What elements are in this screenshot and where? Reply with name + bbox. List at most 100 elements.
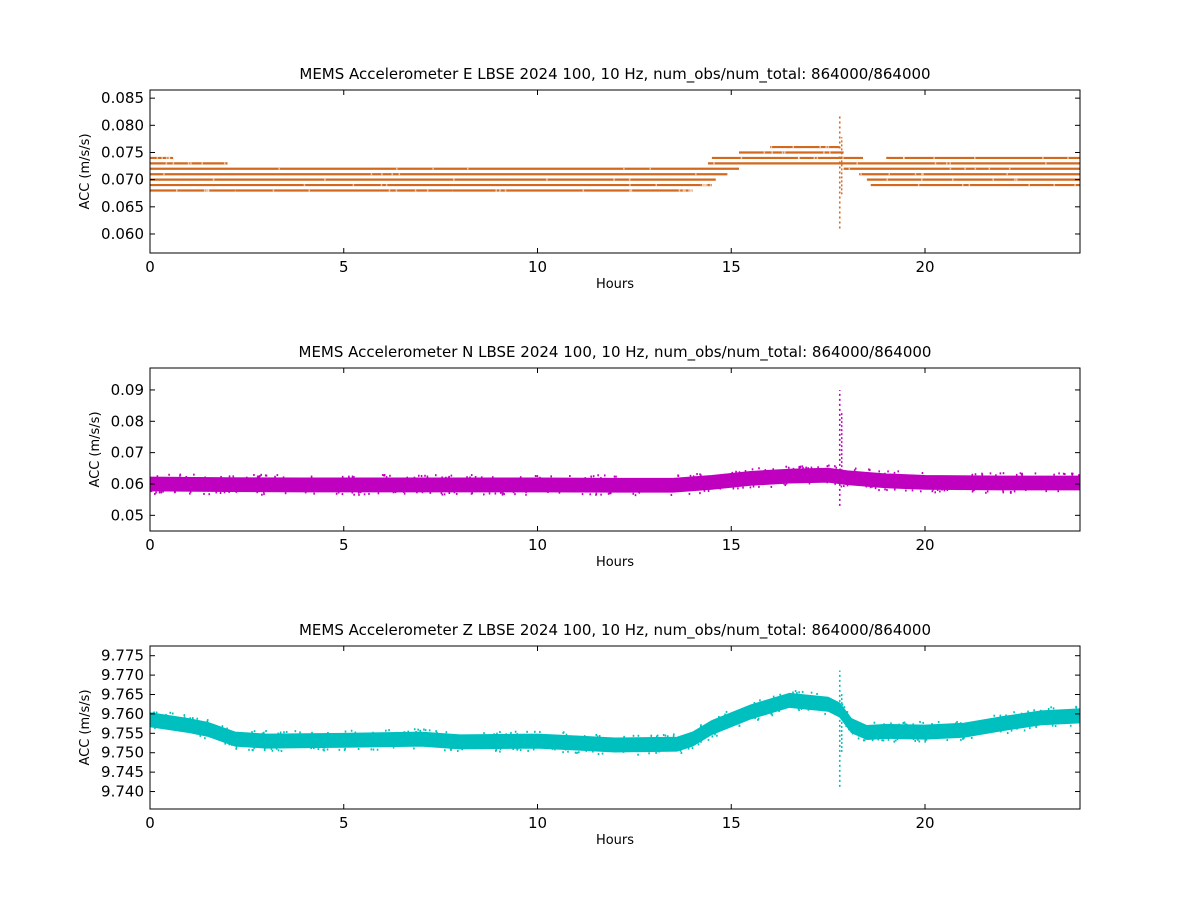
data-point-n-64 [943, 489, 946, 492]
data-point-z-239 [564, 748, 567, 751]
gap-e-1-0-2 [655, 184, 658, 187]
data-point-z-230 [816, 692, 818, 695]
data-point-z-96 [894, 739, 897, 742]
data-point-n-179 [256, 476, 259, 479]
gap-e-0-3-5 [682, 189, 685, 192]
gap-e-6-2-1 [1067, 156, 1069, 159]
data-point-n-71 [581, 493, 584, 496]
data-point-z-191 [413, 747, 415, 750]
data-point-n-93 [1021, 474, 1024, 477]
gap-e-2-1-1 [886, 178, 889, 181]
data-point-z-146 [322, 748, 325, 751]
data-point-z-3 [403, 731, 406, 734]
data-point-n-113 [502, 492, 504, 495]
data-point-n-229 [335, 492, 338, 495]
data-point-z-235 [759, 699, 761, 702]
gap-e-7-0-0 [771, 151, 773, 154]
y-tick-label-e-3: 0.075 [101, 143, 144, 161]
data-point-z-0 [1052, 707, 1055, 710]
data-point-z-167 [428, 729, 431, 732]
data-point-n-140 [884, 488, 886, 491]
gap-e-3-1-5 [921, 173, 923, 176]
gap-e-8-0-1 [792, 146, 794, 149]
data-point-z-55 [883, 723, 885, 726]
gap-e-7-0-1 [829, 151, 831, 154]
data-point-z-18 [637, 734, 640, 737]
data-point-n-86 [162, 490, 164, 493]
gap-e-1-2-0 [1074, 184, 1076, 187]
data-point-n-139 [905, 489, 907, 492]
gap-e-0-1-0 [272, 189, 275, 192]
data-point-n-73 [525, 490, 527, 493]
data-point-n-196 [406, 476, 409, 479]
gap-e-5-1-5 [856, 162, 858, 165]
gap-e-6-2-3 [933, 156, 935, 159]
data-point-z-4 [680, 751, 683, 754]
data-point-n-164 [732, 487, 735, 490]
data-point-n-192 [785, 465, 788, 468]
data-point-z-142 [700, 740, 702, 743]
gap-e-0-2-2 [582, 189, 585, 192]
data-point-n-65 [154, 492, 156, 495]
data-point-n-239 [189, 491, 192, 494]
data-point-n-225 [834, 482, 836, 485]
data-point-n-251 [256, 491, 259, 494]
gap-e-4-1-5 [964, 167, 966, 170]
data-point-z-94 [283, 731, 285, 734]
y-tick-label-e-4: 0.080 [101, 116, 144, 134]
data-point-z-253 [718, 715, 720, 718]
data-point-z-95 [757, 718, 759, 721]
data-point-z-175 [392, 746, 395, 749]
data-point-n-177 [448, 492, 451, 495]
data-point-z-43 [656, 734, 659, 737]
data-point-z-241 [798, 709, 800, 712]
data-point-n-160 [971, 473, 974, 476]
data-point-z-119 [1029, 727, 1031, 730]
y-tick-label-e-5: 0.085 [101, 89, 144, 107]
data-point-z-197 [155, 711, 158, 714]
data-point-n-218 [632, 492, 635, 495]
gap-e-6-2-5 [1042, 156, 1044, 159]
data-point-z-212 [275, 747, 278, 750]
data-point-n-241 [453, 491, 456, 494]
gap-e-6-1-5 [816, 156, 819, 159]
data-point-n-63 [392, 491, 395, 494]
data-point-z-130 [277, 749, 280, 752]
data-point-z-207 [450, 747, 453, 750]
gap-e-6-2-4 [974, 156, 976, 159]
data-point-z-90 [450, 748, 452, 751]
data-point-z-122 [532, 748, 535, 751]
y-tick-label-n-2: 0.07 [111, 444, 144, 462]
data-point-n-253 [466, 476, 468, 479]
x-axis-label-z: Hours [596, 833, 634, 848]
data-point-z-104 [435, 730, 437, 733]
gap-e-2-0-5 [212, 178, 215, 181]
data-point-z-158 [801, 690, 804, 693]
gap-e-4-1-2 [848, 167, 851, 170]
data-point-z-198 [757, 717, 760, 720]
data-point-n-31 [525, 493, 527, 496]
gap-e-0-1-1 [426, 189, 429, 192]
data-point-z-84 [224, 742, 227, 745]
data-point-n-11 [595, 493, 597, 496]
data-point-z-209 [960, 738, 962, 741]
ticks-n: 0 5 10 15 20 0.05 0.06 0.07 0.08 0.09 [111, 368, 1080, 554]
y-axis-label-z: ACC (m/s/s) [78, 689, 93, 765]
data-point-n-194 [607, 492, 610, 495]
x-tick-label-e-3: 15 [722, 258, 741, 276]
gap-e-3-1-0 [914, 173, 917, 176]
data-point-z-56 [592, 750, 594, 753]
data-point-z-259 [514, 730, 517, 733]
data-point-z-8 [725, 710, 728, 713]
gap-e-3-0-5 [163, 173, 165, 176]
data-point-n-42 [337, 491, 340, 494]
data-point-z-20 [206, 719, 209, 722]
data-point-z-190 [154, 726, 156, 729]
y-tick-label-z-1: 9.745 [101, 763, 144, 781]
data-point-z-248 [562, 731, 565, 734]
data-point-z-179 [623, 735, 625, 738]
chart-title-n: MEMS Accelerometer N LBSE 2024 100, 10 H… [299, 343, 932, 362]
data-point-n-209 [448, 476, 450, 479]
gap-e-6-0-1 [165, 156, 168, 159]
